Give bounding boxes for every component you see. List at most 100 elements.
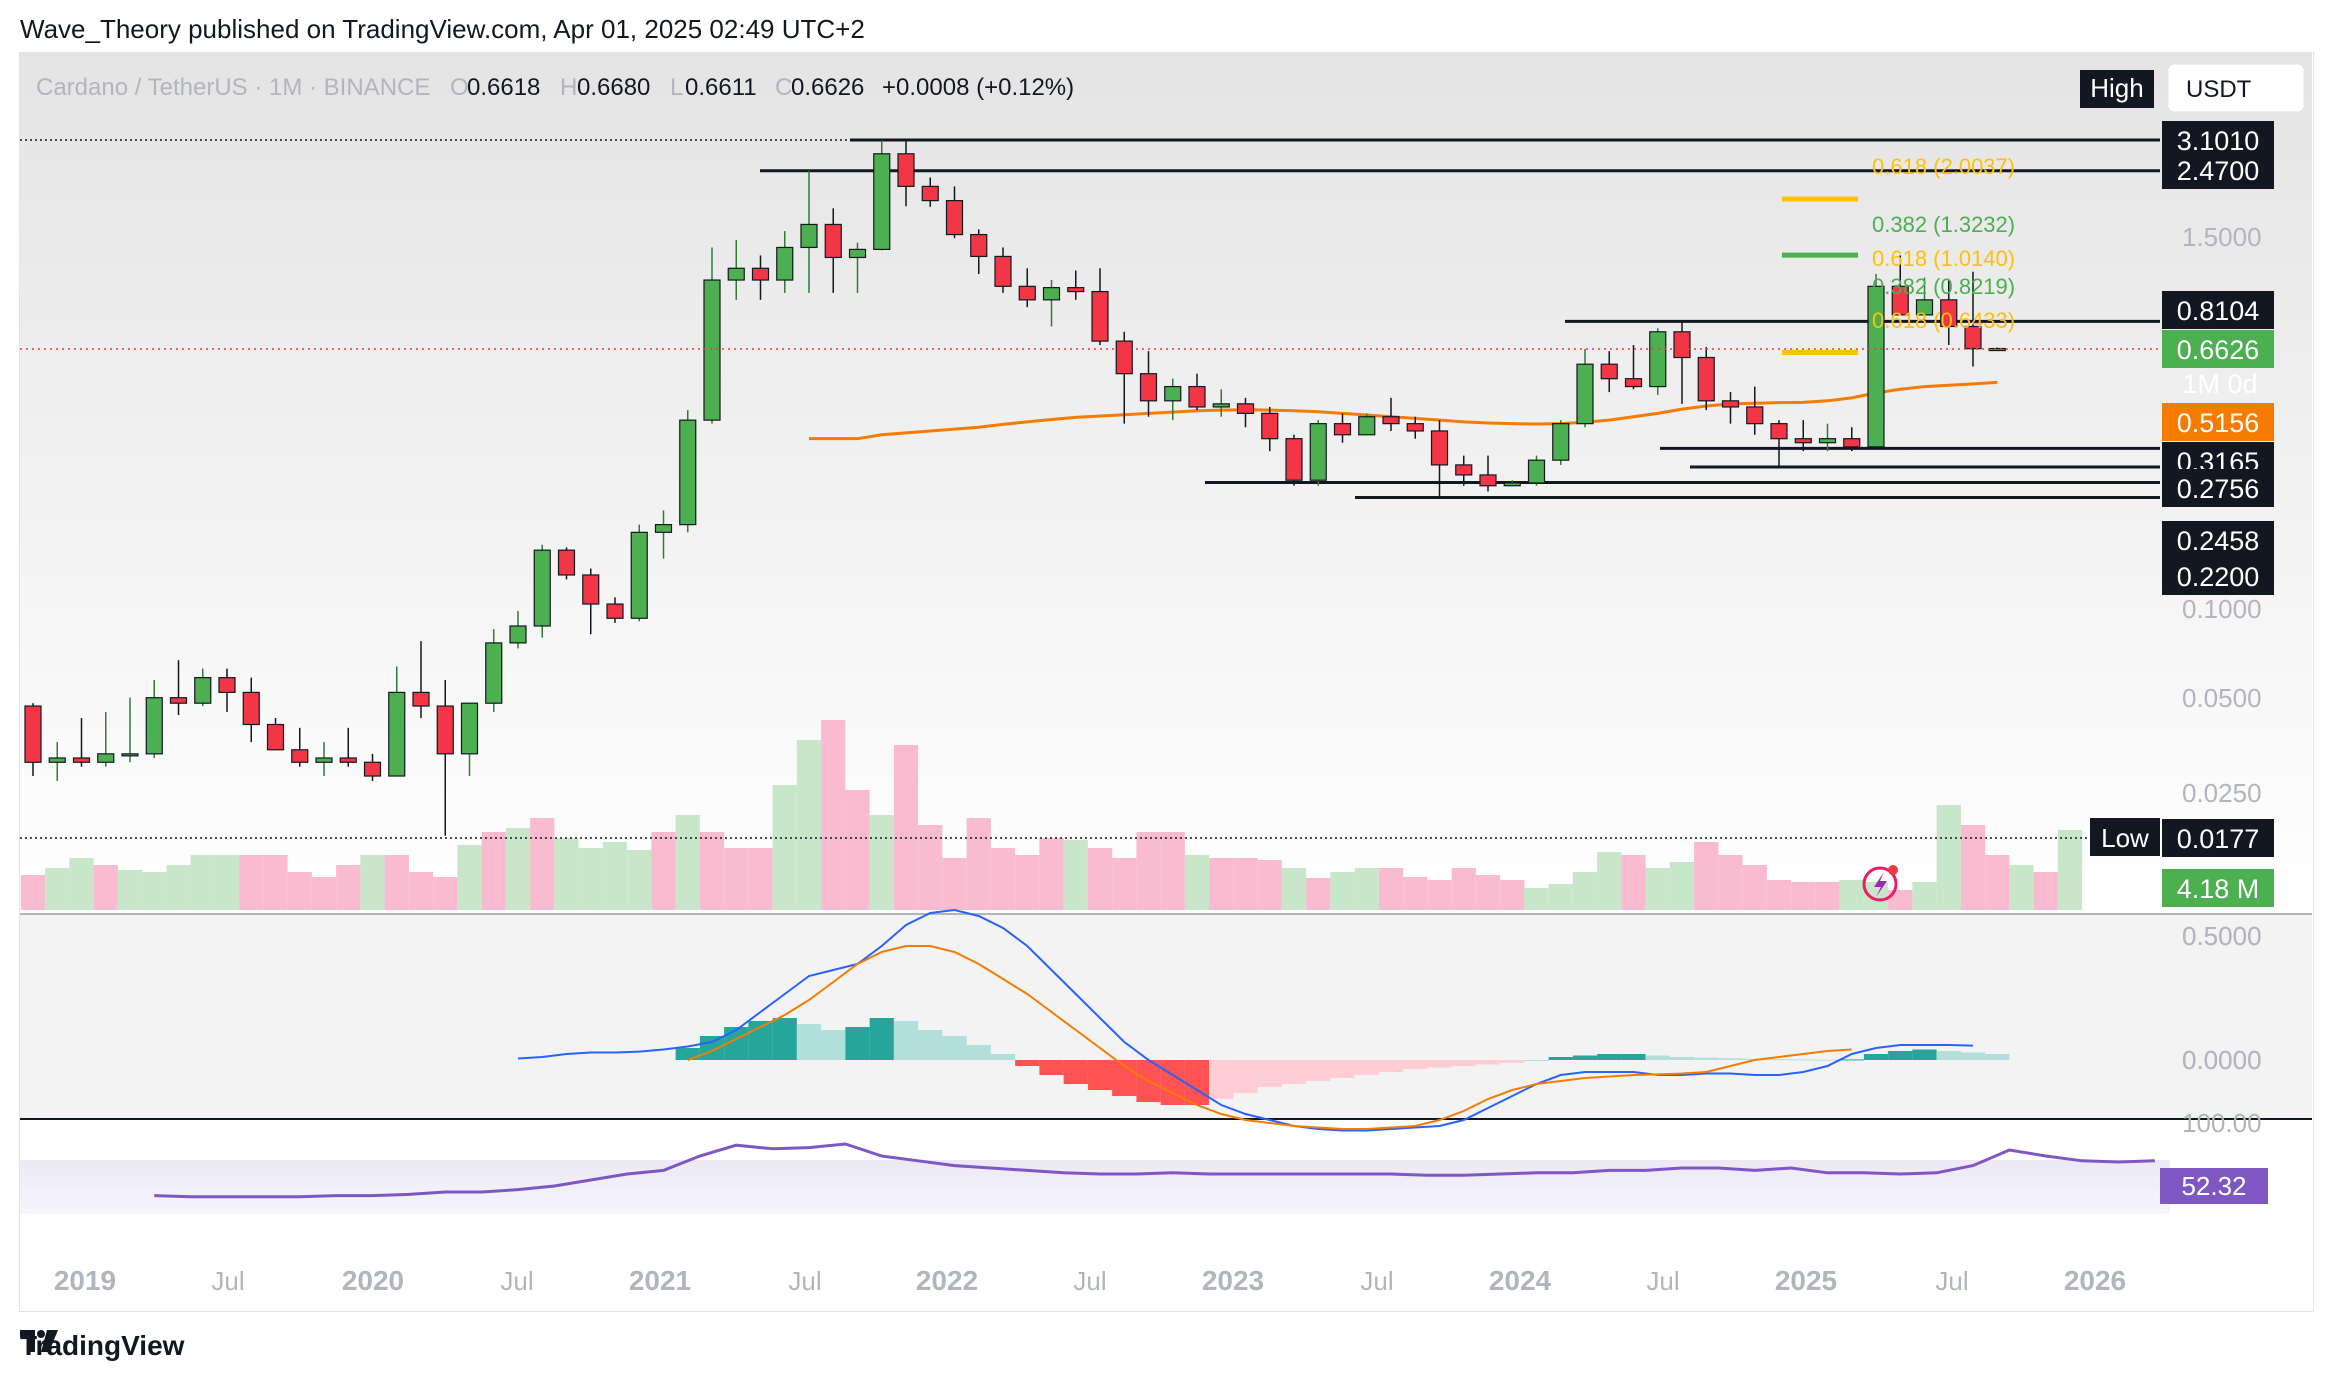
volume-bar bbox=[190, 855, 215, 910]
volume-bar bbox=[69, 858, 94, 910]
macd-histogram-bar bbox=[942, 1036, 967, 1060]
candle-body bbox=[630, 531, 648, 619]
candle-body bbox=[1382, 416, 1400, 425]
price-tick-label: 0.0000 bbox=[2182, 1045, 2262, 1075]
volume-bar bbox=[942, 858, 967, 910]
volume-bar bbox=[1184, 855, 1210, 910]
candle-body bbox=[72, 757, 91, 763]
macd-histogram-bar bbox=[772, 1018, 797, 1060]
legend-change: +0.0008 (+0.12%) bbox=[882, 74, 1074, 101]
macd-histogram-bar bbox=[1985, 1054, 2010, 1060]
fib-labels: 0.618 (2.0037) 0.382 (1.3232) 0.618 (1.014… bbox=[1872, 154, 2015, 333]
price-axis-label: 4.18 M bbox=[2177, 874, 2260, 904]
volume-bar bbox=[1257, 860, 1282, 910]
volume-bar bbox=[1087, 848, 1113, 910]
macd-signal-line bbox=[687, 945, 1852, 1130]
candle-body bbox=[751, 267, 770, 281]
macd-histogram-bar bbox=[966, 1045, 991, 1060]
fib-label: 0.382 (1.3232) bbox=[1872, 212, 2015, 237]
macd-indicator bbox=[517, 908, 2010, 1132]
candle-body bbox=[970, 233, 988, 258]
publisher-line: Wave_Theory published on TradingView.com… bbox=[20, 14, 865, 44]
volume-bar bbox=[1742, 865, 1767, 910]
candle-body bbox=[1430, 430, 1449, 466]
candle-body bbox=[1164, 385, 1182, 402]
volume-bar bbox=[990, 848, 1016, 910]
candle-body bbox=[145, 697, 163, 755]
volume-bar bbox=[1888, 890, 1913, 910]
candle-body bbox=[824, 223, 842, 259]
candle-body bbox=[1988, 347, 2006, 352]
price-axis-badge bbox=[2162, 469, 2274, 507]
candle-body bbox=[1794, 438, 1812, 444]
currency-button[interactable]: USDT bbox=[2167, 63, 2305, 113]
candle-body bbox=[1018, 285, 1036, 301]
volume-bar bbox=[724, 848, 749, 910]
volume-bar bbox=[1354, 868, 1379, 910]
moving-average bbox=[809, 380, 1998, 441]
volume-bar bbox=[1621, 855, 1646, 910]
candle-body bbox=[1309, 423, 1327, 481]
candle-body bbox=[1333, 423, 1352, 436]
candle-body bbox=[1721, 400, 1740, 408]
candle-body bbox=[1964, 325, 1982, 350]
volume-bar bbox=[1766, 880, 1792, 910]
macd-histogram-bar bbox=[1572, 1055, 1598, 1060]
legend-open-label: O bbox=[450, 74, 469, 101]
candle-body bbox=[388, 691, 406, 777]
candle-body bbox=[1552, 423, 1570, 461]
macd-histogram-bar bbox=[1839, 1059, 1864, 1061]
macd-histogram-bar bbox=[1257, 1060, 1282, 1087]
time-tick-label: Jul bbox=[1360, 1266, 1393, 1296]
price-axis-badge bbox=[2162, 557, 2274, 595]
time-tick-label: Jul bbox=[1646, 1266, 1679, 1296]
candle-body bbox=[606, 603, 624, 619]
candle-body bbox=[1406, 423, 1424, 432]
macd-histogram-bar bbox=[796, 1024, 822, 1060]
macd-histogram-bar bbox=[918, 1030, 943, 1060]
time-tick-label: Jul bbox=[1935, 1266, 1968, 1296]
candle-body bbox=[557, 549, 576, 576]
volume-bar bbox=[1791, 882, 1816, 910]
volume-bar bbox=[699, 832, 725, 910]
candle-body bbox=[1697, 356, 1715, 402]
macd-tick-label: 0.5000 bbox=[2182, 921, 2262, 951]
price-axis-label: 2.4700 bbox=[2177, 156, 2260, 186]
volume-bar bbox=[214, 855, 240, 910]
footer-brand[interactable]: TradingView bbox=[20, 1330, 184, 1362]
candle-body bbox=[485, 642, 503, 704]
volume-bar bbox=[2057, 830, 2083, 910]
volume-bar bbox=[263, 855, 288, 910]
chart-frame bbox=[19, 52, 2314, 1312]
lightning-icon[interactable] bbox=[1862, 865, 1898, 902]
volume-bar bbox=[360, 855, 385, 910]
volume-bar bbox=[1524, 888, 1549, 910]
legend-low-label: L bbox=[670, 74, 683, 101]
volume-bar bbox=[627, 850, 652, 910]
volume-bar bbox=[1572, 872, 1598, 910]
candle-body bbox=[1067, 287, 1085, 293]
volume-bar bbox=[1209, 858, 1234, 910]
candle-body bbox=[315, 757, 333, 763]
volume-bar bbox=[1233, 858, 1258, 910]
high-button[interactable]: High bbox=[2080, 70, 2154, 108]
rsi-value-badge bbox=[2160, 1168, 2268, 1204]
macd-histogram-bar bbox=[1621, 1054, 1646, 1060]
time-tick-label: 2020 bbox=[342, 1265, 404, 1296]
macd-histogram-bar bbox=[1815, 1059, 1840, 1061]
time-axis[interactable]: 2019 Jul 2020 Jul 2021 Jul 2022 Jul 2023 Jul 2024 J… bbox=[54, 1265, 2126, 1296]
candle-body bbox=[1261, 412, 1279, 440]
time-tick-label: Jul bbox=[788, 1266, 821, 1296]
volume-bar bbox=[1839, 880, 1864, 910]
macd-histogram-bar bbox=[1427, 1060, 1452, 1068]
candle-body bbox=[363, 761, 382, 777]
volume-bar bbox=[1669, 862, 1695, 910]
macd-histogram-bar bbox=[1087, 1060, 1113, 1090]
volume-bar bbox=[675, 815, 700, 910]
volume-bar bbox=[1960, 825, 1986, 910]
tradingview-logo-icon bbox=[20, 1330, 58, 1352]
macd-histogram-bar bbox=[869, 1018, 894, 1060]
rsi-band bbox=[20, 1160, 2170, 1214]
